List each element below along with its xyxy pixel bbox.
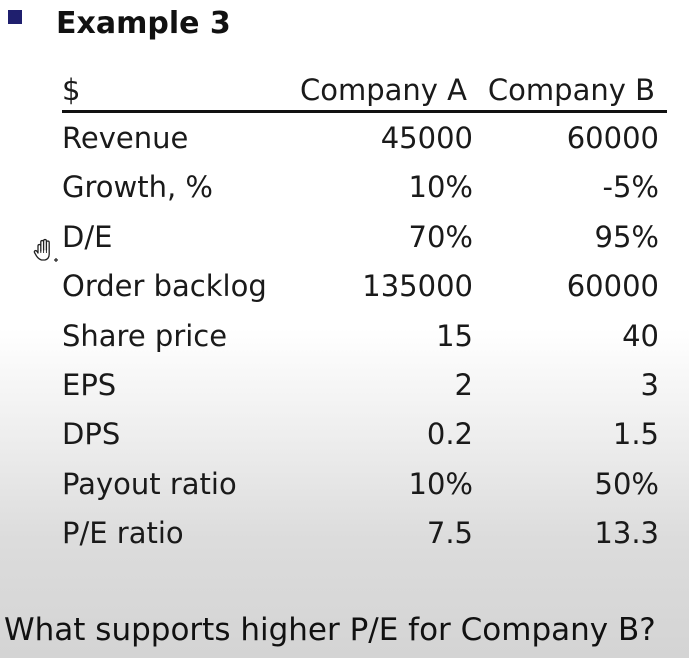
bullet-icon bbox=[8, 10, 22, 24]
table-row: Growth, % 10% -5% bbox=[62, 163, 667, 212]
company-a-value: 2 bbox=[454, 367, 473, 402]
company-a-value: 135000 bbox=[362, 269, 473, 304]
company-a-value: 7.5 bbox=[426, 516, 473, 551]
row-label: P/E ratio bbox=[62, 516, 184, 551]
company-b-value: 60000 bbox=[566, 269, 659, 304]
table-row: DPS 0.2 1.5 bbox=[62, 410, 667, 459]
row-label: Growth, % bbox=[62, 170, 213, 205]
company-b-value: 95% bbox=[594, 219, 659, 254]
company-b-value: 13.3 bbox=[594, 516, 659, 551]
comparison-table: $ Company A Company B Revenue 45000 6000… bbox=[62, 68, 667, 559]
row-label: Order backlog bbox=[62, 269, 267, 304]
row-label: Share price bbox=[62, 318, 228, 353]
row-label: Revenue bbox=[62, 121, 189, 155]
table-row: P/E ratio 7.5 13.3 bbox=[62, 509, 667, 558]
row-label: Payout ratio bbox=[62, 466, 237, 501]
hand-cursor-icon bbox=[33, 238, 58, 262]
company-b-value: -5% bbox=[602, 170, 659, 205]
table-row: Order backlog 135000 60000 bbox=[62, 262, 667, 311]
company-a-value: 0.2 bbox=[426, 417, 473, 452]
header-currency: $ bbox=[62, 73, 81, 107]
table-row: EPS 2 3 bbox=[62, 361, 667, 410]
row-label: EPS bbox=[62, 367, 117, 402]
company-a-value: 70% bbox=[408, 219, 473, 254]
table-row: Share price 15 40 bbox=[62, 312, 667, 361]
slide-title: Example 3 bbox=[56, 6, 231, 41]
header-company-b: Company B bbox=[487, 73, 655, 107]
question-text: What supports higher P/E for Company B? bbox=[4, 612, 656, 648]
company-a-value: 10% bbox=[408, 170, 473, 205]
table-row: Payout ratio 10% 50% bbox=[62, 460, 667, 509]
row-label: D/E bbox=[62, 219, 113, 254]
company-a-value: 15 bbox=[436, 318, 473, 353]
company-b-value: 50% bbox=[594, 466, 659, 501]
table-row: Revenue 45000 60000 bbox=[62, 114, 667, 163]
table-row: D/E 70% 95% bbox=[62, 213, 667, 262]
company-a-value: 45000 bbox=[380, 121, 473, 155]
header-company-a: Company A bbox=[299, 73, 467, 107]
table-header-row: $ Company A Company B bbox=[62, 68, 667, 113]
company-b-value: 1.5 bbox=[612, 417, 659, 452]
company-b-value: 60000 bbox=[566, 121, 659, 155]
company-a-value: 10% bbox=[408, 466, 473, 501]
row-label: DPS bbox=[62, 417, 121, 452]
company-b-value: 40 bbox=[622, 318, 659, 353]
company-b-value: 3 bbox=[640, 367, 659, 402]
